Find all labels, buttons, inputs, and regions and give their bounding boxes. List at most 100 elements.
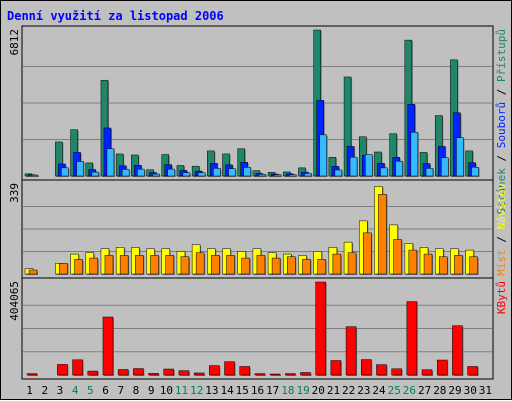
bar-kbytes-KBytů-day-20 bbox=[315, 281, 326, 376]
bar-pages-Stránek-day-16 bbox=[258, 174, 267, 177]
x-tick-day-23: 23 bbox=[357, 384, 370, 397]
bar-pages-Stránek-day-5 bbox=[91, 171, 100, 177]
bar-visits-Míst-day-10 bbox=[165, 255, 174, 275]
bar-visits-Míst-day-28 bbox=[438, 256, 448, 275]
x-tick-day-16: 16 bbox=[251, 384, 264, 397]
chart-title: Denní využití za listopad 2006 bbox=[7, 9, 224, 23]
bar-kbytes-KBytů-day-16 bbox=[254, 373, 266, 376]
bar-visits-Míst-day-8 bbox=[135, 255, 144, 275]
bar-pages-Stránek-day-25 bbox=[395, 160, 403, 177]
x-tick-day-13: 13 bbox=[205, 384, 218, 397]
bar-kbytes-KBytů-day-1 bbox=[26, 373, 38, 376]
bar-visits-Míst-day-11 bbox=[180, 256, 190, 275]
bar-pages-Stránek-day-4 bbox=[76, 161, 84, 177]
bar-kbytes-KBytů-day-19 bbox=[300, 372, 311, 376]
x-tick-day-31: 31 bbox=[479, 384, 492, 397]
bar-visits-Míst-day-5 bbox=[89, 257, 99, 275]
x-axis-labels: 1 2 3 4 5 6 7 8 9 10 11 12 13 14 15 16 17 18 19 20 21 22 23 24 2… bbox=[26, 384, 492, 397]
x-tick-day-29: 29 bbox=[448, 384, 461, 397]
bar-kbytes-KBytů-day-26 bbox=[406, 301, 418, 376]
bar-pages-Stránek-day-22 bbox=[349, 156, 358, 177]
x-tick-day-3: 3 bbox=[57, 384, 64, 397]
x-tick-day-21: 21 bbox=[327, 384, 340, 397]
bar-kbytes-KBytů-day-24 bbox=[376, 364, 387, 376]
bar-kbytes-KBytů-day-4 bbox=[72, 359, 83, 376]
x-tick-day-14: 14 bbox=[220, 384, 234, 397]
bar-kbytes-KBytů-day-29 bbox=[452, 325, 463, 376]
bar-pages-Stránek-day-27 bbox=[425, 168, 434, 177]
bar-pages-Stránek-day-6 bbox=[106, 148, 115, 177]
bar-visits-Míst-day-6 bbox=[104, 255, 114, 275]
bar-kbytes-KBytů-day-3 bbox=[57, 364, 68, 376]
bar-kbytes-KBytů-day-10 bbox=[163, 368, 174, 376]
bar-kbytes-KBytů-day-21 bbox=[330, 360, 342, 376]
x-tick-day-9: 9 bbox=[148, 384, 155, 397]
bar-pages-Stránek-day-23 bbox=[365, 154, 373, 177]
panel-visits-legend: Míst / Návštěv bbox=[495, 183, 508, 276]
x-tick-day-22: 22 bbox=[342, 384, 355, 397]
x-tick-day-4: 4 bbox=[72, 384, 79, 397]
x-tick-day-18: 18 bbox=[281, 384, 294, 397]
bar-pages-Stránek-day-7 bbox=[121, 169, 130, 177]
bar-visits-Míst-day-18 bbox=[287, 256, 296, 275]
bar-kbytes-KBytů-day-28 bbox=[436, 359, 448, 376]
legend-entry: Přístupů bbox=[495, 29, 508, 82]
legend-entry: Stránek bbox=[495, 168, 508, 215]
x-tick-day-25: 25 bbox=[388, 384, 401, 397]
x-tick-day-12: 12 bbox=[190, 384, 203, 397]
bar-kbytes-KBytů-day-9 bbox=[148, 373, 159, 376]
legend-entry: / bbox=[495, 82, 508, 102]
bar-kbytes-KBytů-day-18 bbox=[285, 373, 296, 376]
bar-visits-Míst-day-7 bbox=[119, 255, 129, 275]
bar-pages-Stránek-day-18 bbox=[289, 174, 297, 177]
legend-entry: / bbox=[495, 148, 508, 168]
x-tick-day-24: 24 bbox=[372, 384, 386, 397]
bar-kbytes-KBytů-day-30 bbox=[467, 366, 478, 376]
bar-pages-Stránek-day-21 bbox=[334, 169, 343, 177]
bar-kbytes-KBytů-day-11 bbox=[178, 370, 190, 376]
bar-shadow bbox=[28, 374, 38, 376]
bar-pages-Stránek-day-13 bbox=[213, 168, 221, 177]
bar-pages-Stránek-day-30 bbox=[471, 166, 479, 177]
bar-pages-Stránek-day-1 bbox=[30, 174, 39, 177]
bar-pages-Stránek-day-12 bbox=[197, 172, 206, 177]
bar-kbytes-KBytů-day-25 bbox=[391, 368, 402, 376]
bar-visits-Míst-day-30 bbox=[469, 256, 478, 275]
bar-pages-Stránek-day-11 bbox=[182, 172, 191, 177]
bar-visits-Míst-day-19 bbox=[302, 259, 311, 275]
x-tick-day-6: 6 bbox=[102, 384, 109, 397]
bar-pages-Stránek-day-29 bbox=[456, 137, 464, 177]
bar-pages-Stránek-day-17 bbox=[273, 174, 282, 177]
panel-pages: 6812 Stránek / Souborů / Přístupů bbox=[8, 25, 508, 215]
legend-entry: Souborů bbox=[495, 102, 508, 148]
bar-visits-Míst-day-16 bbox=[256, 255, 266, 275]
bar-visits-Míst-day-20 bbox=[317, 259, 326, 275]
bar-pages-Stránek-day-26 bbox=[410, 132, 419, 177]
bar-shadow bbox=[32, 176, 39, 177]
bar-pages-Stránek-day-24 bbox=[380, 167, 388, 177]
bar-visits-Míst-day-24 bbox=[378, 194, 387, 275]
panel-visits-max-label: 339 bbox=[8, 183, 21, 203]
bar-pages-Stránek-day-28 bbox=[440, 157, 449, 177]
bar-shadow bbox=[290, 175, 298, 177]
bar-visits-Míst-day-13 bbox=[211, 255, 220, 275]
bar-kbytes-KBytů-day-17 bbox=[269, 373, 281, 376]
legend-entry: / bbox=[495, 229, 508, 249]
x-tick-day-17: 17 bbox=[266, 384, 279, 397]
bar-visits-Míst-day-4 bbox=[74, 259, 83, 275]
legend-entry: KBytů bbox=[495, 281, 508, 314]
bar-visits-Míst-day-21 bbox=[332, 253, 342, 275]
x-tick-day-5: 5 bbox=[87, 384, 94, 397]
bar-kbytes-KBytů-day-27 bbox=[421, 369, 433, 376]
bar-pages-Stránek-day-9 bbox=[152, 173, 160, 177]
x-tick-day-27: 27 bbox=[418, 384, 431, 397]
bar-pages-Stránek-day-15 bbox=[243, 167, 251, 177]
bar-kbytes-KBytů-day-14 bbox=[224, 361, 235, 376]
legend-entry: Návštěv bbox=[495, 183, 508, 230]
bar-pages-Stránek-day-10 bbox=[167, 168, 175, 177]
bar-visits-Míst-day-23 bbox=[363, 232, 372, 275]
x-tick-day-11: 11 bbox=[175, 384, 188, 397]
bar-shadow bbox=[286, 374, 297, 376]
panel-kbytes-max-label: 404065 bbox=[8, 281, 21, 321]
